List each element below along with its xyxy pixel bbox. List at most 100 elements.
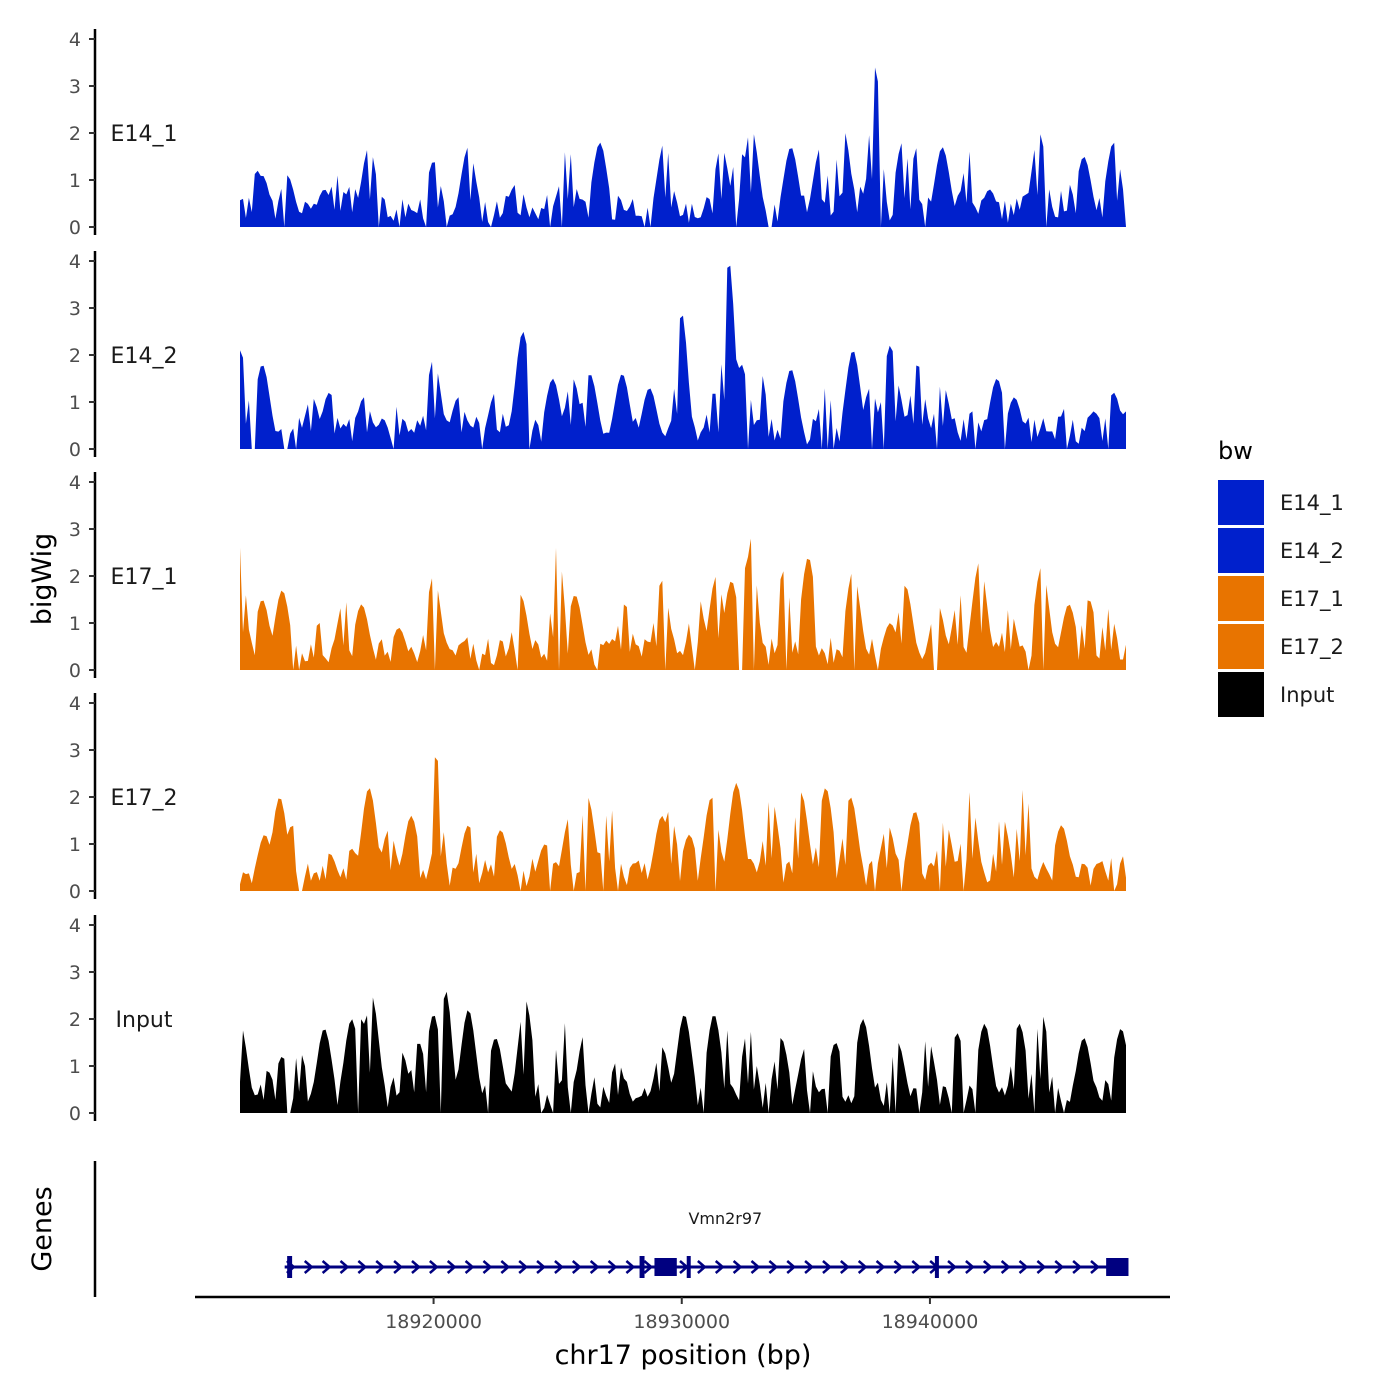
strand-arrow bbox=[750, 1260, 761, 1274]
y-tick-label: 4 bbox=[69, 915, 81, 937]
strand-arrow bbox=[857, 1260, 868, 1274]
strand-arrow bbox=[1000, 1260, 1011, 1274]
strand-arrow bbox=[393, 1260, 404, 1274]
gene-exon bbox=[654, 1258, 677, 1276]
y-tick-label: 2 bbox=[69, 345, 81, 367]
legend-item-E17_2: E17_2 bbox=[1218, 624, 1344, 669]
track-label: E17_1 bbox=[111, 565, 178, 590]
strand-arrow bbox=[607, 1260, 618, 1274]
legend-item-Input: Input bbox=[1218, 672, 1334, 717]
genes-track-title: Genes bbox=[27, 1186, 58, 1271]
legend-item-E14_2: E14_2 bbox=[1218, 528, 1344, 573]
y-tick-label: 0 bbox=[69, 217, 81, 239]
x-axis-title: chr17 position (bp) bbox=[555, 1340, 812, 1371]
strand-arrow bbox=[321, 1260, 332, 1274]
strand-arrow bbox=[1072, 1260, 1083, 1274]
y-tick-label: 4 bbox=[69, 693, 81, 715]
strand-arrow bbox=[804, 1260, 814, 1274]
strand-arrow bbox=[822, 1260, 832, 1274]
strand-arrow bbox=[464, 1260, 475, 1274]
strand-arrow bbox=[429, 1260, 439, 1274]
y-tick-label: 1 bbox=[69, 1056, 81, 1078]
y-tick-label: 2 bbox=[69, 123, 81, 145]
strand-arrow bbox=[911, 1260, 922, 1274]
strand-arrow bbox=[1054, 1260, 1065, 1274]
y-tick-label: 0 bbox=[69, 439, 81, 461]
signal-area-E17_1 bbox=[240, 538, 1126, 670]
x-tick-label: 18930000 bbox=[633, 1311, 730, 1333]
gene-exon bbox=[287, 1256, 293, 1278]
x-tick-label: 18940000 bbox=[882, 1311, 979, 1333]
y-tick-label: 4 bbox=[69, 251, 81, 273]
strand-arrow bbox=[714, 1260, 725, 1274]
y-tick-label: 0 bbox=[69, 660, 81, 682]
legend-title: bw bbox=[1218, 437, 1253, 465]
x-axis: 18920000 18930000 18940000 bbox=[195, 1295, 1170, 1333]
strand-arrow bbox=[1090, 1260, 1100, 1274]
strand-arrow bbox=[375, 1260, 386, 1274]
strand-arrow bbox=[339, 1260, 350, 1274]
strand-arrow bbox=[965, 1260, 975, 1274]
y-tick-label: 4 bbox=[69, 472, 81, 494]
legend-label: E17_1 bbox=[1280, 587, 1344, 612]
y-tick-label: 1 bbox=[69, 613, 81, 635]
strand-arrow bbox=[303, 1260, 314, 1274]
legend-swatch bbox=[1218, 480, 1264, 525]
strand-arrow bbox=[482, 1260, 493, 1274]
strand-arrow bbox=[625, 1260, 636, 1274]
legend-swatch bbox=[1218, 528, 1264, 573]
gene-exon bbox=[1106, 1258, 1129, 1276]
track-E14_2: 0 1 2 3 4 E14_2 bbox=[69, 251, 1126, 461]
y-tick-label: 2 bbox=[69, 1009, 81, 1031]
tracks-area: 0 1 2 3 4 E14_1 0 1 2 3 4 E14_2 0 1 2 3 4 E17_1 0 1 2 3 4 E17_2… bbox=[69, 29, 1126, 1125]
track-label: E14_1 bbox=[111, 122, 178, 147]
strand-arrow bbox=[536, 1260, 546, 1274]
legend: bw E14_1 E14_2 E17_1 E17_2 Input bbox=[1218, 437, 1344, 717]
y-tick-label: 3 bbox=[69, 298, 81, 320]
legend-item-E17_1: E17_1 bbox=[1218, 576, 1344, 621]
y-tick-label: 2 bbox=[69, 787, 81, 809]
strand-arrow bbox=[839, 1260, 850, 1274]
y-tick-label: 3 bbox=[69, 76, 81, 98]
strand-arrow bbox=[446, 1260, 457, 1274]
strand-arrow bbox=[643, 1260, 654, 1274]
gene-Vmn2r97: Vmn2r97 bbox=[284, 1209, 1129, 1278]
strand-arrow bbox=[518, 1260, 529, 1274]
y-tick-label: 1 bbox=[69, 834, 81, 856]
genes-track: Vmn2r97 bbox=[93, 1161, 1129, 1297]
strand-arrow bbox=[1018, 1260, 1029, 1274]
strand-arrow bbox=[589, 1260, 600, 1274]
signal-area-Input bbox=[240, 991, 1126, 1113]
strand-arrow bbox=[786, 1260, 797, 1274]
y-tick-label: 3 bbox=[69, 519, 81, 541]
y-tick-label: 1 bbox=[69, 170, 81, 192]
signal-area-E14_2 bbox=[240, 265, 1126, 449]
track-E14_1: 0 1 2 3 4 E14_1 bbox=[69, 29, 1126, 239]
y-tick-label: 3 bbox=[69, 740, 81, 762]
signal-area-E14_1 bbox=[240, 67, 1126, 227]
strand-arrow bbox=[732, 1260, 743, 1274]
strand-arrow bbox=[982, 1260, 993, 1274]
y-tick-label: 4 bbox=[69, 29, 81, 51]
legend-swatch bbox=[1218, 624, 1264, 669]
signal-area-E17_2 bbox=[240, 757, 1126, 891]
legend-label: Input bbox=[1280, 683, 1334, 707]
gene-exon bbox=[639, 1256, 645, 1278]
legend-swatch bbox=[1218, 672, 1264, 717]
legend-item-E14_1: E14_1 bbox=[1218, 480, 1344, 525]
track-label: E14_2 bbox=[111, 344, 178, 369]
track-E17_2: 0 1 2 3 4 E17_2 bbox=[69, 693, 1126, 903]
gene-exon bbox=[934, 1256, 939, 1278]
y-tick-label: 3 bbox=[69, 962, 81, 984]
strand-arrow bbox=[947, 1260, 957, 1274]
gene-exon bbox=[686, 1256, 691, 1278]
strand-arrow bbox=[893, 1260, 904, 1274]
strand-arrow bbox=[357, 1260, 368, 1274]
track-E17_1: 0 1 2 3 4 E17_1 bbox=[69, 472, 1126, 682]
y-tick-label: 0 bbox=[69, 881, 81, 903]
strand-arrow bbox=[554, 1260, 564, 1274]
legend-label: E14_2 bbox=[1280, 539, 1344, 564]
legend-label: E17_2 bbox=[1280, 635, 1344, 660]
strand-arrow bbox=[571, 1260, 582, 1274]
